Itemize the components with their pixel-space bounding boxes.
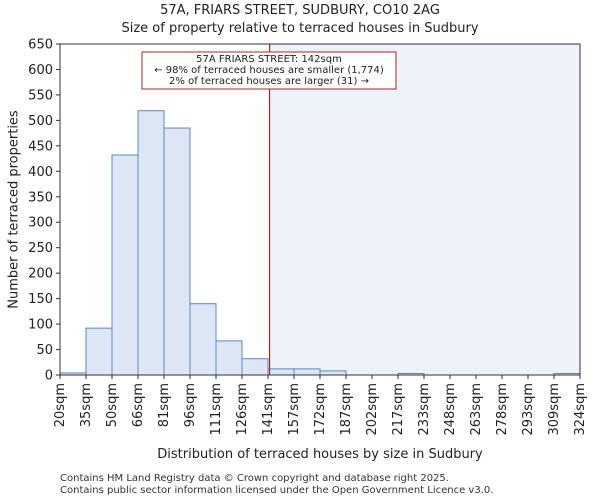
histogram-bar xyxy=(189,303,217,376)
x-tick-label: 202sqm xyxy=(365,383,380,436)
y-tick-label: 50 xyxy=(36,343,53,358)
histogram-bar xyxy=(215,340,243,376)
y-tick-label: 350 xyxy=(28,190,53,205)
y-tick-label: 650 xyxy=(28,38,53,53)
histogram-bar xyxy=(137,110,165,376)
x-axis-label: Distribution of terraced houses by size … xyxy=(157,447,483,462)
x-tick-label: 35sqm xyxy=(79,383,94,427)
x-tick-label: 141sqm xyxy=(261,383,276,436)
annotation-line-3: 2% of terraced houses are larger (31) → xyxy=(169,76,369,87)
chart-title: 57A, FRIARS STREET, SUDBURY, CO10 2AG xyxy=(160,3,440,18)
y-tick-label: 400 xyxy=(28,165,53,180)
y-tick-label: 0 xyxy=(45,369,53,384)
x-tick-label: 50sqm xyxy=(105,383,120,427)
histogram-bar xyxy=(267,368,295,376)
annotation-line-2: ← 98% of terraced houses are smaller (1,… xyxy=(154,65,384,76)
y-tick-label: 250 xyxy=(28,241,53,256)
x-tick-label: 217sqm xyxy=(391,383,406,436)
x-tick-label: 293sqm xyxy=(521,383,536,436)
footer-line-2: Contains public sector information licen… xyxy=(60,485,494,496)
x-tick-label: 278sqm xyxy=(495,383,510,436)
chart-subtitle: Size of property relative to terraced ho… xyxy=(121,21,479,36)
y-tick-label: 100 xyxy=(28,318,53,333)
x-tick-label: 20sqm xyxy=(53,383,68,427)
x-tick-label: 187sqm xyxy=(339,383,354,436)
footer-line-1: Contains HM Land Registry data © Crown c… xyxy=(60,473,449,484)
y-tick-label: 300 xyxy=(28,216,53,231)
x-tick-label: 66sqm xyxy=(131,383,146,427)
histogram-bar xyxy=(163,127,191,376)
histogram-bar xyxy=(241,358,269,376)
x-tick-label: 172sqm xyxy=(313,383,328,436)
x-tick-label: 126sqm xyxy=(235,383,250,436)
x-tick-label: 233sqm xyxy=(417,383,432,436)
y-tick-label: 200 xyxy=(28,267,53,282)
histogram-bar xyxy=(85,327,113,376)
histogram-bar xyxy=(111,154,139,376)
y-axis-label: Number of terraced properties xyxy=(7,110,22,309)
annotation-box: 57A FRIARS STREET: 142sqm ← 98% of terra… xyxy=(141,51,397,90)
x-tick-label: 157sqm xyxy=(287,383,302,436)
x-tick-label: 324sqm xyxy=(573,383,588,436)
y-tick-label: 600 xyxy=(28,63,53,78)
y-tick-label: 450 xyxy=(28,139,53,154)
x-tick-label: 309sqm xyxy=(547,383,562,436)
x-tick-label: 248sqm xyxy=(443,383,458,436)
x-tick-label: 263sqm xyxy=(469,383,484,436)
annotation-line-1: 57A FRIARS STREET: 142sqm xyxy=(196,54,342,65)
y-tick-label: 550 xyxy=(28,88,53,103)
histogram-bar xyxy=(293,368,321,376)
larger-properties-shade xyxy=(269,44,580,375)
x-tick-label: 81sqm xyxy=(157,383,172,427)
y-tick-label: 500 xyxy=(28,114,53,129)
histogram-bar xyxy=(319,370,347,376)
x-tick-label: 96sqm xyxy=(183,383,198,427)
x-tick-label: 111sqm xyxy=(209,383,224,436)
y-tick-label: 150 xyxy=(28,292,53,307)
